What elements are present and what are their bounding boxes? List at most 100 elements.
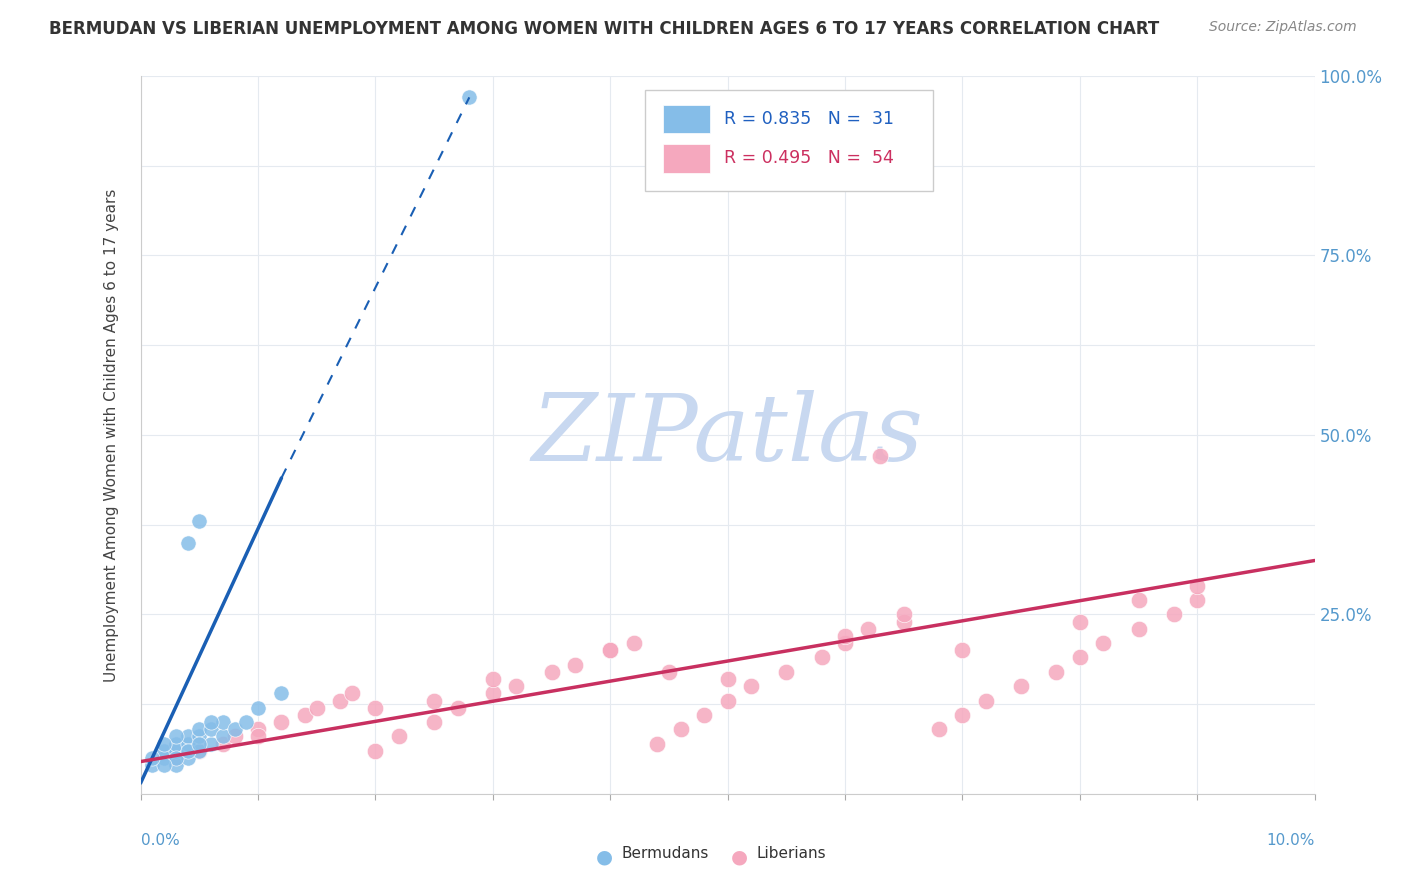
Point bbox=[810, 650, 832, 665]
Point bbox=[329, 693, 352, 707]
Text: 0.0%: 0.0% bbox=[141, 833, 180, 848]
Point bbox=[458, 90, 481, 104]
Point bbox=[247, 730, 270, 744]
Point bbox=[200, 715, 222, 730]
Point bbox=[564, 657, 586, 672]
Point bbox=[165, 758, 187, 772]
Text: ZIPatlas: ZIPatlas bbox=[531, 390, 924, 480]
Text: ●: ● bbox=[731, 847, 748, 867]
Point bbox=[224, 723, 246, 737]
Point bbox=[188, 723, 211, 737]
Point bbox=[200, 723, 222, 737]
Point bbox=[294, 707, 316, 722]
Point bbox=[481, 672, 505, 686]
Point bbox=[1010, 679, 1032, 693]
Point bbox=[1187, 593, 1209, 607]
Text: Liberians: Liberians bbox=[756, 846, 827, 861]
Point bbox=[893, 607, 915, 622]
Point bbox=[176, 730, 198, 744]
Point bbox=[165, 744, 187, 758]
Point bbox=[669, 723, 692, 737]
Text: 10.0%: 10.0% bbox=[1267, 833, 1315, 848]
Point bbox=[176, 737, 198, 751]
Point bbox=[1069, 615, 1091, 629]
Point bbox=[188, 744, 211, 758]
Point bbox=[200, 737, 222, 751]
Point bbox=[423, 715, 446, 730]
Y-axis label: Unemployment Among Women with Children Ages 6 to 17 years: Unemployment Among Women with Children A… bbox=[104, 188, 120, 681]
FancyBboxPatch shape bbox=[664, 104, 710, 133]
Point bbox=[481, 686, 505, 700]
Text: Source: ZipAtlas.com: Source: ZipAtlas.com bbox=[1209, 20, 1357, 34]
Point bbox=[270, 715, 292, 730]
Point bbox=[211, 730, 233, 744]
Point bbox=[188, 744, 211, 758]
Point bbox=[1128, 622, 1150, 636]
Point bbox=[505, 679, 527, 693]
Point bbox=[176, 744, 198, 758]
Point bbox=[423, 693, 446, 707]
Point bbox=[270, 686, 292, 700]
Point bbox=[658, 665, 681, 679]
Point bbox=[388, 730, 411, 744]
Point bbox=[1069, 650, 1091, 665]
Point bbox=[928, 723, 950, 737]
Point bbox=[599, 643, 621, 657]
Point bbox=[305, 700, 328, 714]
Point bbox=[165, 730, 187, 744]
Point bbox=[153, 758, 176, 772]
Point bbox=[1045, 665, 1067, 679]
FancyBboxPatch shape bbox=[645, 90, 934, 191]
Point bbox=[153, 744, 176, 758]
Point bbox=[176, 535, 198, 549]
Point bbox=[1128, 593, 1150, 607]
Text: R = 0.835   N =  31: R = 0.835 N = 31 bbox=[724, 110, 894, 128]
Point bbox=[834, 636, 856, 650]
Point bbox=[645, 737, 668, 751]
Text: BERMUDAN VS LIBERIAN UNEMPLOYMENT AMONG WOMEN WITH CHILDREN AGES 6 TO 17 YEARS C: BERMUDAN VS LIBERIAN UNEMPLOYMENT AMONG … bbox=[49, 20, 1160, 37]
Point bbox=[188, 514, 211, 528]
Point bbox=[235, 715, 257, 730]
Point bbox=[599, 643, 621, 657]
Point bbox=[974, 693, 997, 707]
Point bbox=[540, 665, 562, 679]
Point bbox=[364, 700, 387, 714]
Point bbox=[775, 665, 797, 679]
Point bbox=[952, 643, 974, 657]
Point bbox=[834, 629, 856, 643]
Point bbox=[188, 730, 211, 744]
Point bbox=[247, 700, 270, 714]
Point bbox=[1092, 636, 1115, 650]
Point bbox=[176, 751, 198, 765]
Point bbox=[165, 751, 187, 765]
Point bbox=[446, 700, 468, 714]
Point bbox=[188, 737, 211, 751]
Point bbox=[893, 615, 915, 629]
Point bbox=[740, 679, 762, 693]
Point bbox=[141, 751, 163, 765]
Point bbox=[952, 707, 974, 722]
Text: Bermudans: Bermudans bbox=[621, 846, 709, 861]
Text: R = 0.495   N =  54: R = 0.495 N = 54 bbox=[724, 149, 894, 168]
Point bbox=[717, 693, 740, 707]
Point bbox=[165, 751, 187, 765]
Point bbox=[340, 686, 363, 700]
Point bbox=[141, 758, 163, 772]
FancyBboxPatch shape bbox=[664, 144, 710, 173]
Point bbox=[364, 744, 387, 758]
Point bbox=[1187, 579, 1209, 593]
Point bbox=[224, 730, 246, 744]
Point bbox=[869, 450, 891, 464]
Point bbox=[717, 672, 740, 686]
Point bbox=[858, 622, 880, 636]
Point bbox=[247, 723, 270, 737]
Point bbox=[211, 737, 233, 751]
Point bbox=[153, 737, 176, 751]
Point bbox=[1163, 607, 1185, 622]
Point bbox=[693, 707, 716, 722]
Point bbox=[153, 751, 176, 765]
Point bbox=[623, 636, 645, 650]
Text: ●: ● bbox=[596, 847, 613, 867]
Point bbox=[211, 715, 233, 730]
Point bbox=[165, 737, 187, 751]
